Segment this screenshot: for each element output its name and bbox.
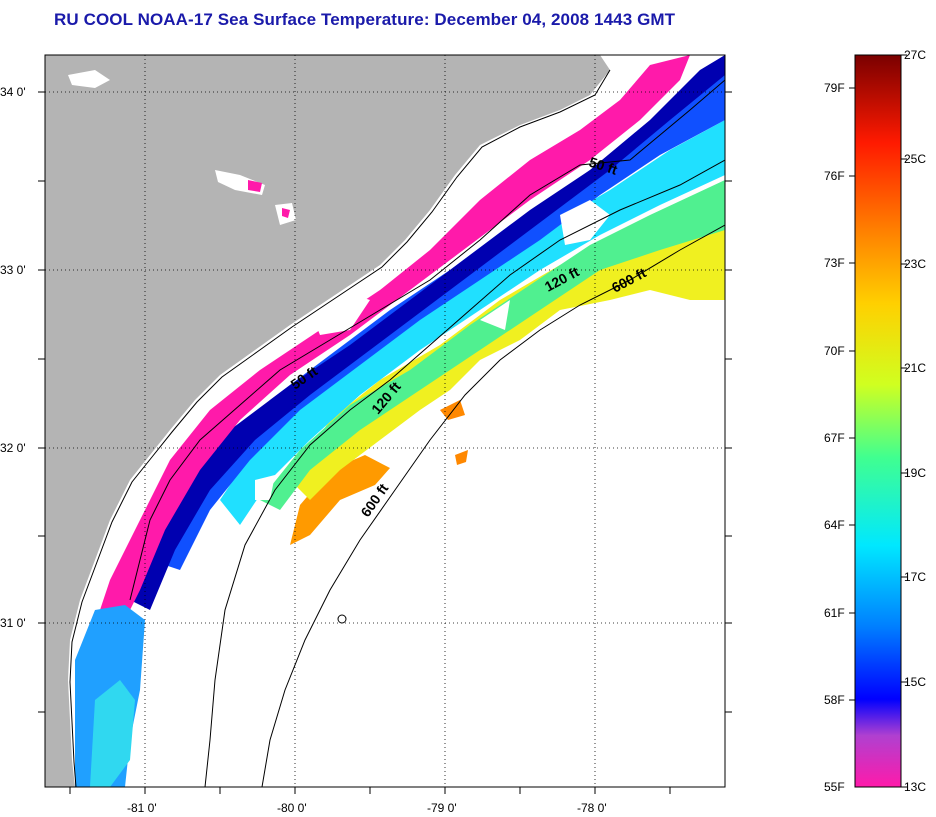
lat-label: 32 0'	[0, 441, 26, 455]
colorbar-c-label: 25C	[904, 152, 926, 166]
land-mass	[45, 55, 610, 787]
lon-label: -81 0'	[127, 801, 157, 815]
colorbar-f-label: 58F	[824, 693, 845, 707]
lon-ticks	[69, 787, 671, 794]
coastline	[69, 69, 611, 787]
lon-label: -79 0'	[427, 801, 457, 815]
colorbar-c-label: 27C	[904, 48, 926, 62]
sst-orange-patch	[290, 455, 390, 545]
lat-label: 34 0'	[0, 85, 26, 99]
map-frame	[44, 54, 726, 788]
colorbar-f-label: 73F	[824, 256, 845, 270]
colorbar-f-label: 64F	[824, 518, 845, 532]
lon-label: -78 0'	[577, 801, 607, 815]
lat-ticks	[38, 91, 732, 713]
cloud-patch	[255, 200, 610, 500]
lat-label: 31 0'	[0, 616, 26, 630]
colorbar-f-label: 76F	[824, 169, 845, 183]
sst-south-cyan	[90, 680, 135, 787]
colorbar-c-label: 15C	[904, 675, 926, 689]
sst-green-band	[260, 180, 725, 510]
colorbar-f-label: 70F	[824, 344, 845, 358]
sst-navy-band	[130, 55, 725, 610]
isobath-600ft	[261, 224, 725, 787]
graticule	[45, 55, 725, 787]
map-title: RU COOL NOAA-17 Sea Surface Temperature:…	[54, 10, 676, 29]
isobath-50ft	[129, 79, 725, 601]
colorbar-f-label: 79F	[824, 81, 845, 95]
colorbar	[854, 54, 902, 788]
isobath-120ft	[204, 159, 725, 787]
colorbar-c-label: 13C	[904, 780, 926, 794]
colorbar-ticks	[849, 54, 907, 788]
colorbar-c-label: 17C	[904, 570, 926, 584]
lon-label: -80 0'	[277, 801, 307, 815]
inland-lake	[68, 70, 296, 225]
colorbar-c-label: 21C	[904, 361, 926, 375]
sst-magenta-band	[90, 55, 690, 640]
colorbar-f-label: 55F	[824, 780, 845, 794]
inland-sst	[248, 180, 290, 218]
sst-orange-patch-2	[440, 400, 468, 465]
sst-yellow-band	[290, 215, 725, 500]
colorbar-f-label: 61F	[824, 606, 845, 620]
lat-label: 33 0'	[0, 263, 26, 277]
colorbar-f-label: 67F	[824, 431, 845, 445]
colorbar-c-label: 23C	[904, 257, 926, 271]
colorbar-c-label: 19C	[904, 466, 926, 480]
